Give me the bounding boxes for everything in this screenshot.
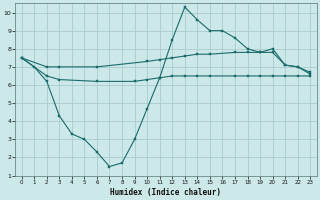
X-axis label: Humidex (Indice chaleur): Humidex (Indice chaleur) [110,188,221,197]
